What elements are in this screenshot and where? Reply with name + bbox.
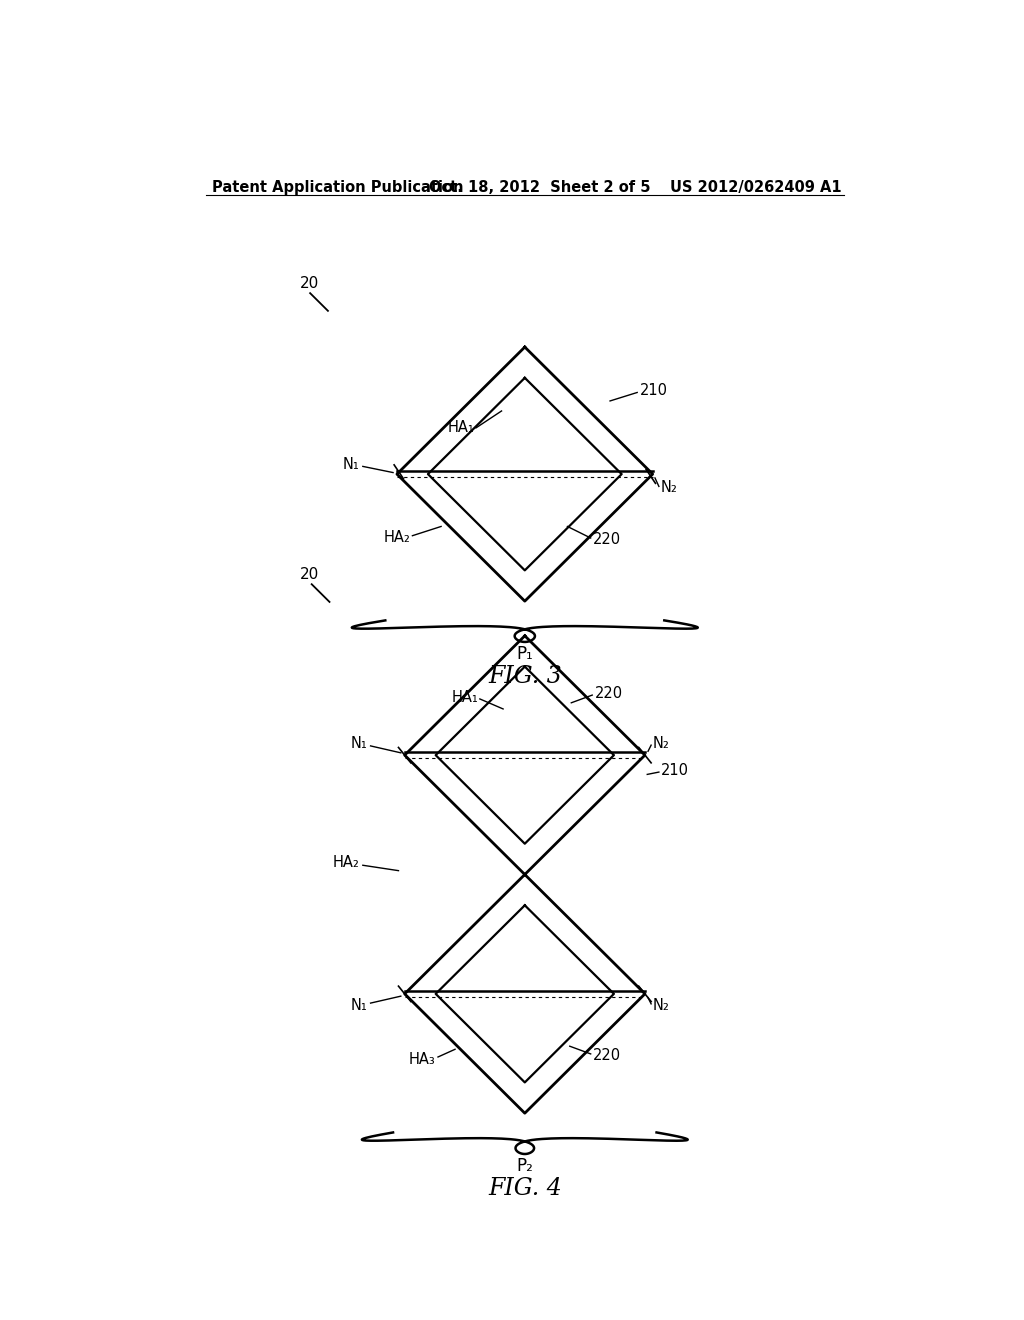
Text: US 2012/0262409 A1: US 2012/0262409 A1 [671,180,842,195]
Text: FIG. 4: FIG. 4 [487,1177,562,1200]
Text: HA₁: HA₁ [452,690,478,705]
Text: 220: 220 [593,532,622,546]
Text: 220: 220 [595,686,623,701]
Text: HA₂: HA₂ [383,529,410,545]
Text: 20: 20 [300,566,319,582]
Text: 220: 220 [593,1048,622,1063]
Text: P₁: P₁ [516,645,534,663]
Text: HA₃: HA₃ [409,1052,435,1067]
Text: Patent Application Publication: Patent Application Publication [212,180,463,195]
Text: HA₂: HA₂ [333,855,359,870]
Text: N₂: N₂ [660,480,677,495]
Text: N₁: N₁ [343,457,359,473]
Text: P₂: P₂ [516,1158,534,1175]
Text: HA₁: HA₁ [447,420,474,436]
Text: 20: 20 [300,276,319,290]
Text: N₁: N₁ [351,737,368,751]
Text: N₂: N₂ [652,737,670,751]
Text: FIG. 3: FIG. 3 [487,665,562,688]
Text: N₁: N₁ [351,998,368,1012]
Text: Oct. 18, 2012  Sheet 2 of 5: Oct. 18, 2012 Sheet 2 of 5 [429,180,650,195]
Text: 210: 210 [660,763,688,777]
Text: N₂: N₂ [652,998,670,1012]
Text: 210: 210 [640,383,668,399]
